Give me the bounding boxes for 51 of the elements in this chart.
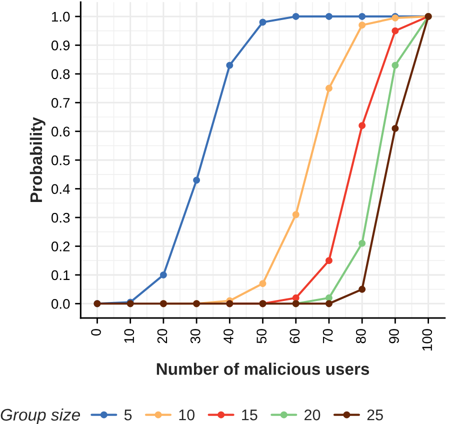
y-tick-label: 0.8 <box>51 69 70 80</box>
x-tick-label: 30 <box>190 328 200 344</box>
y-tick-label: 0.6 <box>51 126 70 137</box>
point <box>358 122 366 130</box>
y-tick-label: 0.3 <box>51 212 70 223</box>
point <box>292 294 300 302</box>
x-tick-label: 90 <box>389 328 399 344</box>
x-tick-label: 50 <box>256 328 266 344</box>
point <box>259 280 266 288</box>
x-tick-label: 20 <box>157 328 168 344</box>
x-tick-label: 60 <box>290 328 300 344</box>
legend-label: 20 <box>304 410 320 420</box>
point <box>358 286 366 293</box>
point <box>326 84 332 92</box>
x-tick-label: 10 <box>124 328 134 343</box>
point <box>358 22 366 29</box>
y-tick-label: 0.0 <box>51 298 70 309</box>
legend-label: 5 <box>124 410 132 420</box>
point <box>259 18 266 26</box>
legend-label: 15 <box>242 410 258 420</box>
legend-label: 10 <box>179 410 195 420</box>
point <box>326 13 332 20</box>
point <box>292 211 300 218</box>
x-tick-label: 70 <box>322 328 333 344</box>
y-tick-label: 0.1 <box>51 270 70 280</box>
point <box>226 62 234 69</box>
point <box>193 176 200 184</box>
y-tick-label: 1.0 <box>52 12 70 22</box>
point <box>326 300 332 308</box>
x-tick-label: 40 <box>224 328 234 344</box>
y-axis-title: Probability <box>30 117 46 202</box>
legend-title: Group size <box>0 408 80 424</box>
point <box>392 27 399 34</box>
point <box>358 240 366 247</box>
x-tick-label: 80 <box>356 328 366 344</box>
x-tick-label: 100 <box>422 328 432 351</box>
point <box>326 294 332 302</box>
point <box>392 62 399 69</box>
y-tick-label: 0.4 <box>51 184 70 194</box>
y-tick-label: 0.9 <box>51 40 70 50</box>
x-axis-title: Number of malicious users <box>156 362 370 375</box>
point <box>358 13 366 20</box>
y-tick-label: 0.2 <box>51 242 70 252</box>
point <box>292 13 300 20</box>
point <box>326 257 332 264</box>
point <box>160 271 167 278</box>
legend-label: 25 <box>367 410 383 420</box>
y-tick-label: 0.5 <box>51 155 70 166</box>
x-tick-label: 0 <box>91 328 101 336</box>
point <box>392 125 399 132</box>
y-tick-label: 0.7 <box>51 98 70 108</box>
